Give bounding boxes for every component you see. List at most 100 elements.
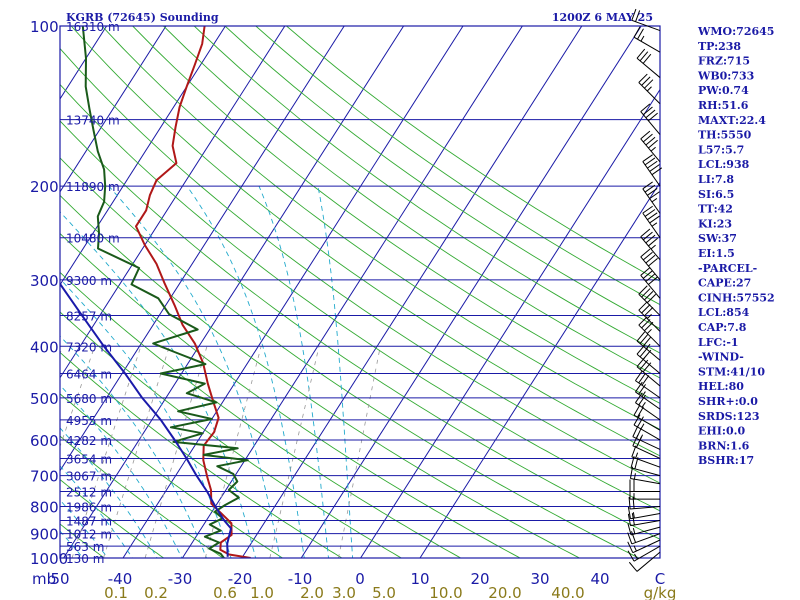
dry-adiabat: [224, 26, 660, 330]
mixing-ratio-units-label: g/kg: [644, 584, 677, 600]
index-value: SI:6.5: [698, 188, 734, 201]
height-label: 3654 m: [66, 452, 112, 466]
wind-barb: [638, 316, 661, 347]
mixing-ratio-tick-label: 10.0: [429, 584, 462, 600]
height-label: 13740 m: [66, 114, 120, 128]
mixing-ratio-line: [103, 346, 170, 558]
moist-adiabat: [258, 185, 329, 558]
index-value: TT:42: [698, 203, 733, 216]
isotherm-line: [60, 26, 167, 193]
moist-adiabat: [60, 465, 133, 558]
wind-barb: [640, 228, 661, 261]
dry-adiabat: [255, 26, 660, 306]
valid-time: 1200Z 6 MAY 25: [552, 11, 653, 24]
index-value: TP:238: [698, 40, 741, 53]
wind-barb: [635, 392, 661, 421]
temperature-tick-label: 40: [590, 570, 609, 588]
mixing-ratio-line: [269, 346, 320, 558]
wind-barb: [635, 381, 661, 410]
index-value: PW:0.74: [698, 84, 749, 97]
wind-barb: [640, 248, 661, 281]
wind-barb: [633, 414, 661, 441]
mixing-ratio-tick-label: 0.6: [213, 584, 237, 600]
mixing-ratio-tick-label: 0.1: [104, 584, 128, 600]
wind-barb: [627, 539, 661, 554]
pressure-units-label: mb: [32, 570, 56, 588]
height-label: 5680 m: [66, 392, 112, 406]
index-value: WMO:72645: [697, 25, 774, 38]
index-value: EI:1.5: [698, 247, 735, 260]
wind-barb: [636, 331, 661, 361]
wind-barb: [642, 205, 661, 238]
height-label: 4282 m: [66, 434, 112, 448]
mixing-ratio-tick-label: 40.0: [551, 584, 584, 600]
temperature-tick-label: -10: [288, 570, 313, 588]
dry-adiabat: [60, 393, 284, 558]
temperature-tick-label: -30: [168, 570, 193, 588]
index-value: SRDS:123: [698, 410, 760, 423]
index-value: CAP:7.8: [698, 321, 747, 334]
isotherm-line: [181, 26, 523, 558]
parcel-trace: [60, 282, 232, 557]
moist-adiabat: [60, 384, 183, 558]
temperature-units-label: C: [655, 570, 665, 588]
height-label: 8257 m: [66, 309, 112, 323]
dry-adiabat: [193, 26, 660, 354]
wind-barb: [628, 551, 661, 572]
dry-adiabat: [60, 523, 106, 558]
height-label: 2512 m: [66, 486, 112, 500]
moist-adiabat: [60, 278, 232, 558]
temperature-tick-label: 30: [530, 570, 549, 588]
height-label: 16310 m: [66, 20, 120, 34]
mixing-ratio-line: [144, 346, 208, 558]
wind-barb: [638, 285, 661, 316]
index-value: HEL:80: [698, 380, 744, 393]
wind-barb: [627, 545, 661, 562]
dry-adiabat: [163, 26, 660, 379]
index-value: LI:7.8: [698, 173, 734, 186]
moist-adiabat: [60, 335, 207, 558]
temperature-tick-label: 20: [470, 570, 489, 588]
moist-adiabat: [317, 186, 354, 558]
dry-adiabat: [0, 26, 59, 569]
index-value: CINH:57552: [698, 291, 775, 304]
height-label: 6464 m: [66, 368, 112, 382]
height-label: 11890 m: [66, 180, 120, 194]
index-value: FRZ:715: [698, 55, 750, 68]
pressure-tick-label: 1000: [30, 550, 68, 568]
mixing-ratio-tick-label: 3.0: [332, 584, 356, 600]
wind-barb: [627, 523, 661, 536]
dry-adiabat: [60, 157, 640, 558]
pressure-tick-label: 800: [30, 498, 59, 516]
pressure-tick-label: 900: [30, 526, 59, 544]
dry-adiabat: [60, 311, 403, 558]
index-value: EHI:0.0: [698, 425, 745, 438]
index-value: CAPE:27: [698, 277, 751, 290]
index-value: LCL:854: [698, 306, 750, 319]
plot-frame: [59, 25, 661, 559]
moist-adiabat: [108, 185, 281, 558]
height-label: 130 m: [66, 552, 104, 566]
height-label: 1986 m: [66, 500, 112, 514]
isotherm-line: [419, 181, 660, 558]
dry-adiabat: [60, 351, 343, 558]
index-value: BSHR:17: [698, 454, 754, 467]
isotherm-line: [60, 26, 286, 379]
moist-adiabat: [186, 185, 305, 558]
wind-barb: [640, 267, 661, 299]
dry-adiabat: [70, 26, 660, 457]
dry-adiabat: [60, 194, 581, 558]
pressure-tick-label: 400: [30, 338, 59, 356]
dry-adiabat: [60, 232, 522, 558]
height-label: 4955 m: [66, 414, 112, 428]
dry-adiabat: [60, 47, 660, 484]
pressure-tick-label: 100: [30, 18, 59, 36]
index-value: -PARCEL-: [698, 262, 757, 275]
wind-barb: [633, 404, 661, 431]
temperature-tick-label: 10: [410, 570, 429, 588]
isotherm-line: [60, 26, 226, 286]
index-value: LCL:938: [698, 158, 750, 171]
